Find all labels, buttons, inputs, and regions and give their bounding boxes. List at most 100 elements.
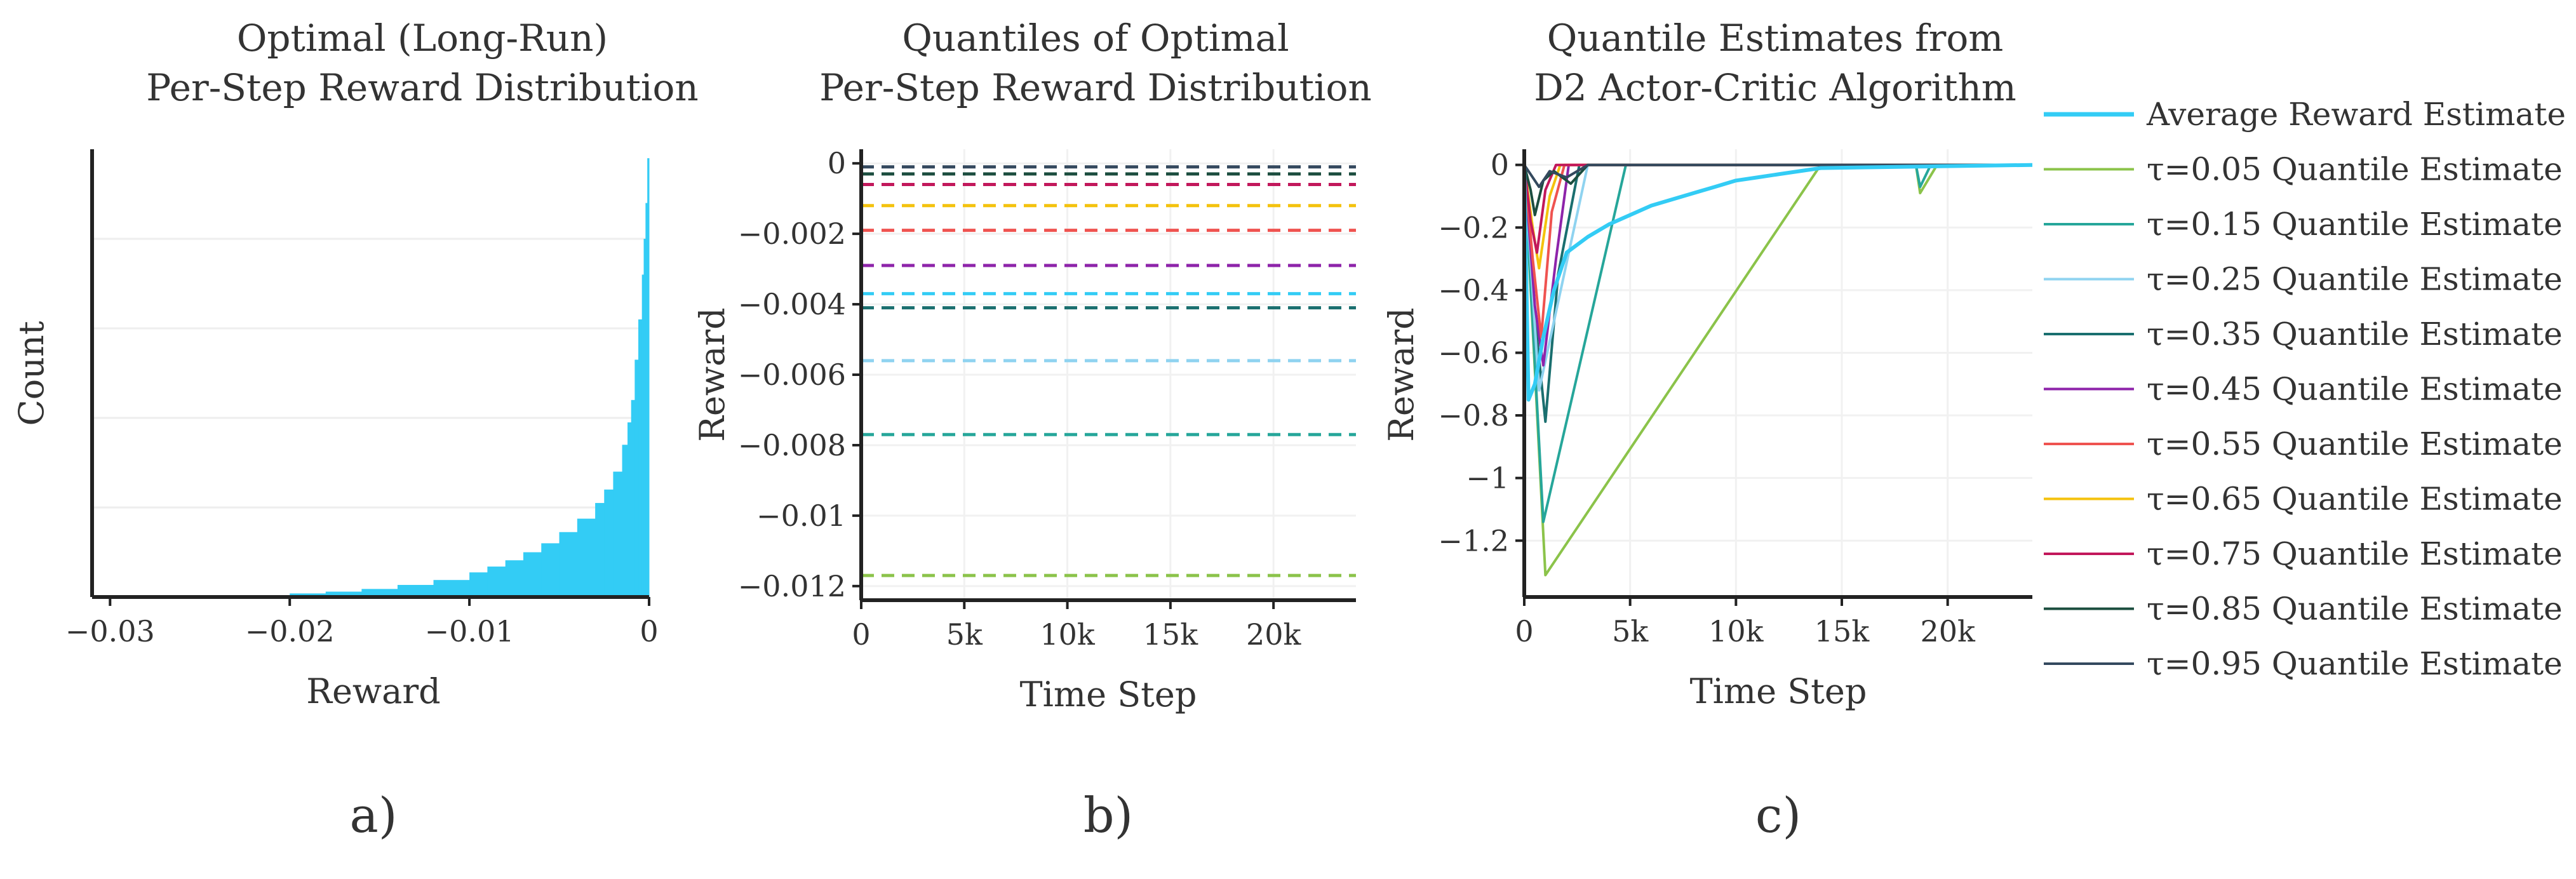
panel-c-grid: [1523, 149, 2032, 597]
panel-a-x-label: Reward: [306, 671, 440, 711]
histogram-bar: [433, 580, 470, 597]
x-tick-label: 10k: [1040, 617, 1096, 652]
y-tick-label: 0: [1491, 148, 1509, 182]
panel-b-lines: [861, 165, 1356, 577]
panel-b-title-line2: Per-Step Reward Distribution: [819, 66, 1372, 109]
panel-b-y-ticks: 0 −0.002 −0.004 −0.006 −0.008 −0.01 −0.012: [738, 146, 861, 603]
y-tick-label: −1.2: [1438, 523, 1509, 558]
legend-label: Average Reward Estimate: [2146, 96, 2566, 133]
panel-c-title-line2: D2 Actor-Critic Algorithm: [1534, 66, 2016, 109]
y-tick-label: −0.006: [738, 358, 846, 392]
y-tick-label: 0: [828, 146, 846, 180]
y-tick-label: −0.002: [738, 217, 846, 251]
x-tick-label: −0.03: [65, 614, 155, 648]
panel-b-y-label: Reward: [692, 307, 732, 441]
x-tick-label: 5k: [1612, 614, 1649, 648]
series-line: [1523, 163, 2032, 189]
histogram-bar: [638, 319, 643, 597]
panel-c-title-line1: Quantile Estimates from: [1547, 17, 2004, 60]
series-line: [1523, 163, 2032, 254]
panel-a-histogram: Optimal (Long-Run) Per-Step Reward Distr…: [11, 17, 699, 843]
legend-label: τ=0.05 Quantile Estimate: [2147, 151, 2563, 188]
legend-label: τ=0.25 Quantile Estimate: [2147, 261, 2563, 298]
panel-c-y-ticks: 0 −0.2 −0.4 −0.6 −0.8 −1 −1.2: [1438, 148, 1524, 558]
y-tick-label: −0.004: [738, 287, 846, 321]
y-tick-label: −0.012: [738, 569, 846, 603]
legend-label: τ=0.45 Quantile Estimate: [2147, 371, 2563, 408]
histogram-bar: [604, 489, 614, 597]
histogram-bar: [469, 572, 488, 597]
x-tick-label: 20k: [1246, 617, 1302, 652]
y-tick-label: −0.008: [738, 428, 846, 462]
panel-a-grid: [92, 238, 649, 509]
series-line: [1523, 163, 2032, 367]
histogram-bar: [541, 543, 560, 597]
y-tick-label: −0.2: [1438, 210, 1509, 245]
legend-label: τ=0.65 Quantile Estimate: [2147, 481, 2563, 518]
histogram-bar: [634, 359, 639, 597]
histogram-bar: [645, 203, 648, 598]
y-tick-label: −0.8: [1438, 398, 1509, 433]
series-line: [1523, 163, 2032, 423]
panel-a-label: a): [350, 787, 398, 843]
legend-label: τ=0.95 Quantile Estimate: [2147, 645, 2563, 682]
histogram-bar: [559, 532, 578, 597]
x-tick-label: 20k: [1920, 614, 1976, 648]
histogram-bar: [622, 445, 628, 597]
x-tick-label: 15k: [1143, 617, 1199, 652]
x-tick-label: 15k: [1815, 614, 1870, 648]
legend-label: τ=0.15 Quantile Estimate: [2147, 206, 2563, 243]
legend-label: τ=0.55 Quantile Estimate: [2147, 426, 2563, 462]
histogram-bar: [641, 274, 645, 597]
panel-b-label: b): [1083, 787, 1133, 843]
y-tick-label: −1: [1466, 461, 1509, 495]
series-line: [1523, 163, 2032, 339]
panel-b-grid: [860, 149, 1356, 600]
histogram-bar: [397, 584, 434, 597]
series-line: [1522, 163, 2033, 402]
legend: Average Reward Estimate τ=0.05 Quantile E…: [2044, 96, 2566, 682]
x-tick-label: −0.01: [425, 614, 514, 648]
x-tick-label: 0: [1515, 614, 1533, 648]
histogram-bar: [577, 518, 596, 597]
panel-b-x-ticks: 0 5k 10k 15k 20k: [852, 600, 1301, 652]
histogram-bar: [613, 471, 623, 597]
panel-a-title-line2: Per-Step Reward Distribution: [146, 66, 699, 109]
panel-a-x-ticks: −0.03 −0.02 −0.01 0: [65, 597, 659, 648]
x-tick-label: 10k: [1708, 614, 1764, 648]
x-tick-label: 5k: [946, 617, 983, 652]
panel-c-quantile-estimates: Quantile Estimates from D2 Actor-Critic …: [1381, 17, 2033, 843]
legend-label: τ=0.75 Quantile Estimate: [2147, 535, 2563, 572]
histogram-bar: [595, 502, 605, 597]
panel-a-y-label: Count: [11, 321, 51, 426]
panel-b-title-line1: Quantiles of Optimal: [902, 17, 1289, 60]
histogram-bar: [523, 552, 542, 597]
histogram-bar: [361, 589, 398, 597]
panel-c-x-label: Time Step: [1690, 671, 1867, 711]
x-tick-label: 0: [640, 614, 658, 648]
panel-c-y-label: Reward: [1381, 307, 1421, 441]
panel-b-quantile-lines: Quantiles of Optimal Per-Step Reward Dis…: [692, 17, 1372, 843]
x-tick-label: −0.02: [245, 614, 335, 648]
histogram-bar: [505, 560, 524, 597]
y-tick-label: −0.4: [1438, 273, 1509, 307]
panel-c-lines: [1522, 163, 2033, 577]
panel-a-title-line1: Optimal (Long-Run): [237, 17, 608, 60]
panel-c-label: c): [1755, 787, 1801, 843]
x-tick-label: 0: [852, 617, 870, 652]
histogram-bar: [647, 158, 650, 598]
series-line: [1523, 163, 2032, 270]
histogram-bar: [487, 567, 506, 597]
series-line: [1523, 163, 2032, 523]
histogram-bar: [627, 422, 632, 597]
y-tick-label: −0.6: [1438, 335, 1509, 370]
series-line: [1523, 163, 2032, 577]
legend-label: τ=0.35 Quantile Estimate: [2147, 316, 2563, 352]
panel-b-x-label: Time Step: [1020, 674, 1197, 715]
histogram-bar: [631, 399, 635, 597]
histogram-bar: [643, 239, 646, 597]
panel-a-bars: [199, 158, 650, 598]
panel-c-x-ticks: 0 5k 10k 15k 20k: [1515, 597, 1976, 648]
legend-label: τ=0.85 Quantile Estimate: [2147, 591, 2563, 627]
